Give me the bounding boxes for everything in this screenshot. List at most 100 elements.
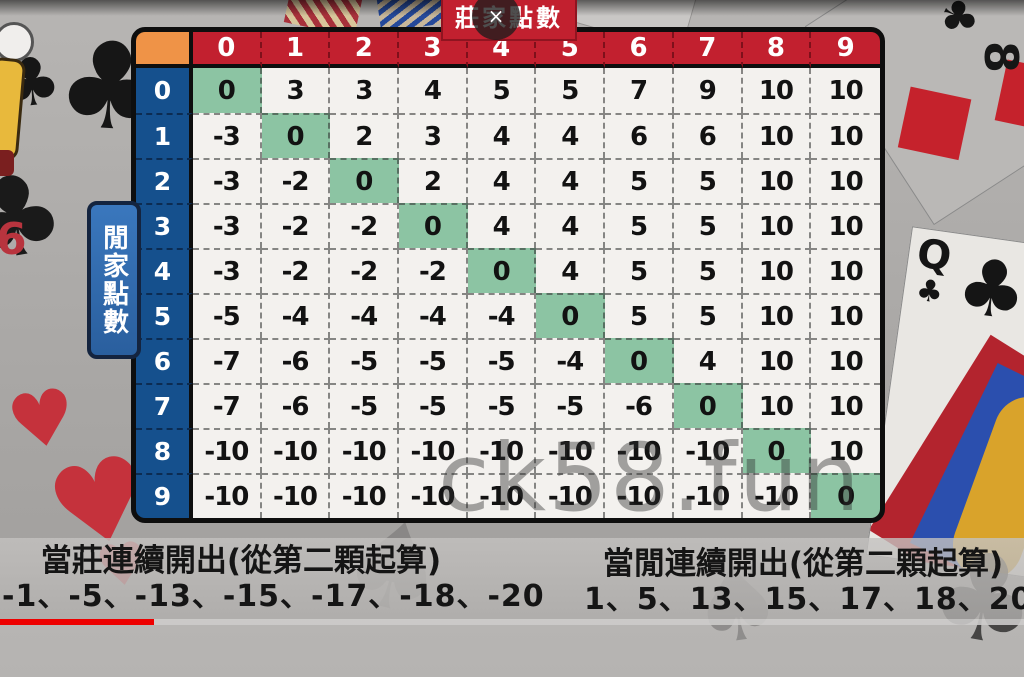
table-cell: 3 [261,68,331,113]
table-cell: -5 [193,293,262,338]
player-streak-values: 1、5、13、15、17、18、20 [584,582,1024,617]
table-cell: -4 [399,293,468,338]
table-cell: -5 [330,338,400,383]
table-cell: 10 [811,203,880,248]
table-cell: 5 [605,203,674,248]
table-cell: 0 [330,158,400,203]
table-cell: -3 [193,248,262,293]
table-cell: 10 [742,158,812,203]
table-cell: -4 [261,293,331,338]
col-header-cell: 9 [811,32,880,68]
table-cell: 5 [673,158,743,203]
table-cell: 0 [673,383,743,428]
table-cell: 6 [605,113,674,158]
table-cell: -5 [536,383,606,428]
row-header-cell: 7 [136,383,193,428]
col-header-cell: 8 [742,32,812,68]
table-cell: -5 [467,383,537,428]
table-cell: 10 [742,248,812,293]
club-icon: ♣ [0,145,75,289]
table-cell: -10 [261,428,331,473]
table-cell: -3 [193,203,262,248]
table-cell: 4 [467,203,537,248]
table-cell: 10 [811,338,880,383]
video-progress-bar[interactable] [0,619,1024,625]
col-header-cell: 6 [605,32,674,68]
table-cell: 7 [605,68,674,113]
table-cell: 5 [605,293,674,338]
table-cell: 2 [399,158,468,203]
table-cell: -10 [536,473,606,518]
table-cell: 4 [399,68,468,113]
table-cell: 10 [742,68,812,113]
table-cell: 10 [742,203,812,248]
table-cell: 5 [605,158,674,203]
club-icon: ♣ [913,272,946,312]
table-cell: 3 [399,113,468,158]
table-cell: 5 [673,203,743,248]
table-cell: 0 [261,113,331,158]
table-cell: -10 [399,473,468,518]
table-cell: -10 [467,473,537,518]
player-streak-title: 當閒連續開出(從第二顆起算) [602,546,1004,582]
table-cell: 10 [811,293,880,338]
table-cell: 4 [536,113,606,158]
table-cell: -4 [536,338,606,383]
table-cell: -3 [193,158,262,203]
table-cell: 4 [536,158,606,203]
right-card-rank: Q [914,230,955,281]
table-cell: -3 [193,113,262,158]
banker-streak-note: 當莊連續開出(從第二顆起算) -1、-5、-13、-15、-17、-18、-20 [2,543,544,615]
table-cell: -6 [261,338,331,383]
table-cell: 5 [467,68,537,113]
left-card-rank: 6 [0,214,27,265]
table-cell: -2 [261,203,331,248]
banker-streak-title: 當莊連續開出(從第二顆起算) [40,543,442,579]
table-cell: 10 [742,113,812,158]
col-header-cell: 2 [330,32,400,68]
table-cell: -10 [330,473,400,518]
table-cell: -5 [399,383,468,428]
table-cell: 4 [536,248,606,293]
watermark: ck58.fun [438,424,862,533]
row-header-cell: 6 [136,338,193,383]
table-cell: -10 [742,473,812,518]
table-cell: -2 [330,248,400,293]
col-header-cell: 0 [193,32,262,68]
table-cell: 3 [330,68,400,113]
club-icon: ♣ [951,240,1024,340]
table-cell: 5 [536,68,606,113]
table-cell: -4 [330,293,400,338]
table-cell: 0 [742,428,812,473]
table-cell: 10 [742,293,812,338]
table-cell: -10 [536,428,606,473]
table-cell: 0 [536,293,606,338]
table-cell: -5 [330,383,400,428]
close-icon[interactable]: × [472,0,520,40]
table-cell: -2 [261,248,331,293]
table-cell: -10 [399,428,468,473]
table-cell: 5 [673,293,743,338]
table-cell: -10 [261,473,331,518]
table-cell: 2 [330,113,400,158]
col-header-cell: 7 [673,32,743,68]
table-cell: 0 [399,203,468,248]
table-cell: -2 [330,203,400,248]
table-cell: 4 [536,203,606,248]
table-cell: -5 [399,338,468,383]
table-cell: 10 [811,113,880,158]
table-cell: -2 [399,248,468,293]
table-cell: 0 [193,68,262,113]
table-cell: 4 [467,113,537,158]
table-cell: -7 [193,383,262,428]
row-header-cell: 8 [136,428,193,473]
row-header-cell: 4 [136,248,193,293]
table-cell: 0 [467,248,537,293]
table-cell: 9 [673,68,743,113]
table-cell: 6 [673,113,743,158]
player-points-axis-label: 閒家點數 [87,201,141,359]
club-icon: ♣ [0,41,65,124]
corner-cell [136,32,193,68]
table-cell: 10 [811,248,880,293]
col-header-cell: 4 [467,32,537,68]
